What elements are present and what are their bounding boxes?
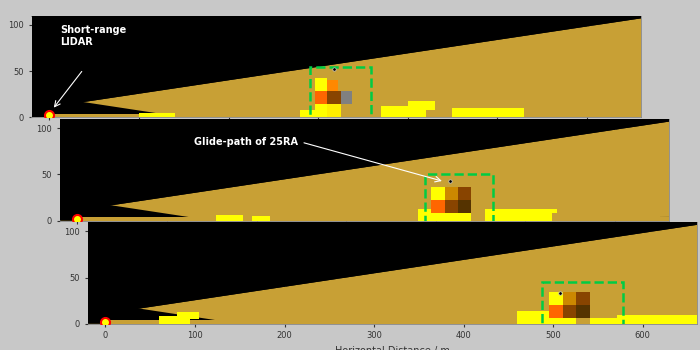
- Bar: [575, 318, 590, 324]
- Bar: [549, 305, 563, 318]
- Polygon shape: [60, 119, 687, 220]
- Polygon shape: [88, 301, 239, 324]
- Bar: [553, 303, 589, 315]
- Polygon shape: [32, 16, 659, 117]
- Polygon shape: [88, 204, 700, 316]
- Polygon shape: [88, 222, 700, 324]
- Bar: [106, 320, 696, 324]
- Polygon shape: [60, 100, 687, 213]
- Bar: [563, 292, 575, 305]
- Bar: [445, 213, 458, 220]
- Bar: [418, 209, 463, 220]
- Bar: [431, 213, 445, 220]
- Bar: [444, 204, 480, 213]
- Bar: [445, 200, 458, 213]
- Bar: [549, 318, 563, 324]
- Bar: [314, 104, 327, 117]
- Bar: [159, 316, 190, 324]
- Bar: [327, 91, 342, 104]
- Bar: [563, 318, 575, 324]
- Bar: [604, 305, 617, 318]
- Bar: [318, 107, 336, 113]
- Bar: [575, 292, 590, 305]
- Bar: [542, 282, 623, 327]
- Bar: [552, 213, 659, 220]
- Bar: [590, 305, 604, 318]
- Bar: [381, 106, 426, 117]
- Bar: [327, 80, 338, 91]
- Bar: [300, 110, 327, 117]
- Bar: [407, 101, 435, 110]
- Bar: [472, 200, 484, 213]
- Bar: [563, 305, 575, 318]
- Bar: [78, 217, 668, 220]
- Bar: [314, 78, 327, 91]
- Bar: [177, 312, 199, 319]
- Bar: [445, 187, 458, 200]
- Text: Glide-path of 25RA: Glide-path of 25RA: [194, 138, 298, 147]
- Bar: [342, 104, 352, 117]
- Bar: [533, 110, 640, 117]
- Bar: [310, 68, 371, 119]
- Polygon shape: [32, 94, 183, 117]
- Bar: [431, 200, 445, 213]
- Bar: [458, 213, 470, 220]
- X-axis label: Horizontal Distance / m: Horizontal Distance / m: [335, 346, 449, 350]
- Polygon shape: [60, 197, 211, 220]
- Bar: [549, 292, 563, 305]
- Bar: [517, 311, 571, 324]
- Bar: [472, 213, 484, 220]
- Bar: [50, 113, 641, 117]
- Bar: [252, 216, 270, 220]
- Bar: [216, 215, 243, 220]
- Polygon shape: [32, 0, 659, 110]
- Bar: [458, 200, 470, 213]
- Bar: [314, 91, 327, 104]
- Bar: [575, 305, 590, 318]
- Text: Short-range
LIDAR: Short-range LIDAR: [60, 25, 127, 47]
- Bar: [431, 187, 445, 200]
- Bar: [485, 209, 556, 220]
- Bar: [327, 104, 342, 117]
- Bar: [458, 187, 470, 200]
- Bar: [425, 174, 493, 222]
- Bar: [139, 113, 175, 117]
- Bar: [452, 108, 524, 117]
- Bar: [342, 91, 352, 104]
- Bar: [354, 104, 367, 117]
- Bar: [354, 91, 367, 104]
- Bar: [589, 315, 696, 324]
